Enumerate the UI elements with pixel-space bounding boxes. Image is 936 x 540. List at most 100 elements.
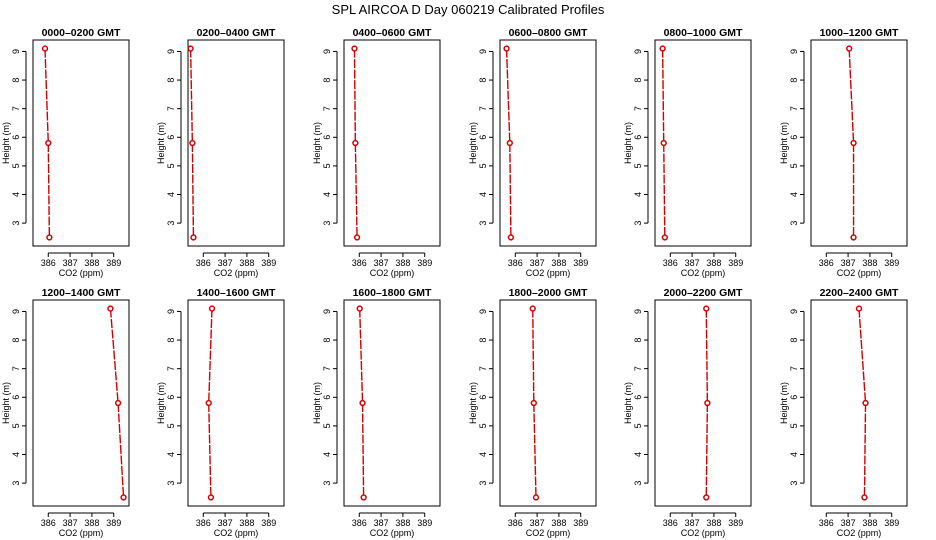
series-line-segment (47, 142, 51, 238)
x-axis-label: CO2 (ppm) (59, 528, 104, 538)
data-point (503, 45, 510, 52)
y-tick-label: 7 (789, 106, 799, 111)
x-tick-label: 388 (551, 258, 566, 268)
panel-title: 2000–2200 GMT (664, 287, 743, 299)
x-tick-label: 388 (395, 258, 410, 268)
y-tick-label: 5 (322, 163, 332, 168)
panel-title: 0400–0600 GMT (353, 27, 432, 39)
data-point (114, 399, 122, 407)
y-tick-label: 8 (11, 338, 21, 343)
x-tick-label: 389 (884, 518, 899, 528)
y-tick-label: 9 (633, 309, 643, 314)
x-axis-label: CO2 (ppm) (526, 528, 571, 538)
x-axis-label: CO2 (ppm) (370, 268, 415, 278)
panel-title: 1600–1800 GMT (353, 287, 432, 299)
y-axis-label: Height (m) (623, 122, 633, 164)
y-tick-label: 4 (789, 192, 799, 197)
y-tick-label: 7 (11, 366, 21, 371)
y-tick-label: 4 (166, 192, 176, 197)
data-point (861, 494, 868, 501)
series-line-segment (109, 308, 119, 404)
x-tick-label: 389 (261, 518, 276, 528)
x-tick-label: 387 (685, 518, 700, 528)
series-line-segment (533, 402, 537, 498)
y-tick-label: 6 (789, 135, 799, 140)
plot-frame (810, 299, 908, 507)
y-tick-label: 7 (633, 106, 643, 111)
y-tick-label: 3 (322, 221, 332, 226)
series-line-segment (663, 142, 666, 238)
x-tick-label: 387 (530, 518, 545, 528)
data-point (659, 45, 666, 52)
x-tick-label: 386 (663, 518, 678, 528)
y-tick-label: 4 (633, 192, 643, 197)
series-line-segment (858, 308, 867, 404)
x-tick-label: 386 (352, 518, 367, 528)
x-axis-label: CO2 (ppm) (681, 268, 726, 278)
series-line-segment (532, 308, 535, 404)
panel-title: 1200–1400 GMT (42, 287, 121, 299)
data-point (660, 139, 667, 147)
y-tick-label: 5 (633, 423, 643, 428)
x-tick-label: 388 (862, 518, 877, 528)
x-tick-label: 386 (663, 258, 678, 268)
y-tick-label: 3 (166, 221, 176, 226)
x-axis-label: CO2 (ppm) (214, 528, 259, 538)
y-tick-label: 8 (478, 338, 488, 343)
plot-frame (499, 299, 597, 507)
y-tick-label: 6 (166, 395, 176, 400)
y-tick-label: 7 (478, 106, 488, 111)
y-tick-label: 9 (322, 49, 332, 54)
data-point (846, 45, 853, 52)
y-tick-label: 5 (478, 423, 488, 428)
y-tick-label: 6 (11, 135, 21, 140)
x-tick-label: 389 (728, 258, 743, 268)
y-tick-label: 8 (322, 338, 332, 343)
x-tick-label: 388 (706, 258, 721, 268)
y-tick-label: 6 (478, 395, 488, 400)
x-tick-label: 387 (530, 258, 545, 268)
data-point (352, 139, 359, 147)
data-point (661, 234, 668, 241)
series-line-segment (361, 402, 365, 498)
y-axis-label: Height (m) (623, 382, 633, 424)
y-tick-label: 9 (478, 49, 488, 54)
panel-title: 2200–2400 GMT (820, 287, 899, 299)
y-tick-label: 9 (166, 309, 176, 314)
x-axis-label: CO2 (ppm) (370, 528, 415, 538)
x-tick-label: 389 (728, 518, 743, 528)
plot-frame (654, 39, 752, 247)
plot-frame (187, 39, 285, 247)
data-point (529, 305, 536, 312)
data-point (506, 139, 513, 147)
x-tick-label: 386 (819, 518, 834, 528)
y-axis-label: Height (m) (312, 382, 322, 424)
x-axis-label: CO2 (ppm) (681, 528, 726, 538)
y-axis-label: Height (m) (156, 122, 166, 164)
y-tick-label: 5 (166, 163, 176, 168)
data-point (703, 494, 710, 501)
x-tick-label: 388 (239, 518, 254, 528)
x-tick-label: 386 (352, 258, 367, 268)
y-tick-label: 8 (633, 338, 643, 343)
y-tick-label: 4 (633, 452, 643, 457)
series-line-segment (44, 48, 49, 144)
y-tick-label: 7 (633, 366, 643, 371)
data-point (703, 305, 710, 312)
series-line-segment (863, 402, 867, 498)
x-tick-label: 387 (685, 258, 700, 268)
plot-frame (32, 39, 130, 247)
panel-title: 0200–0400 GMT (197, 27, 276, 39)
y-tick-label: 5 (166, 423, 176, 428)
y-tick-label: 6 (478, 135, 488, 140)
data-point (190, 234, 197, 241)
data-point (507, 234, 515, 241)
y-tick-label: 6 (166, 135, 176, 140)
